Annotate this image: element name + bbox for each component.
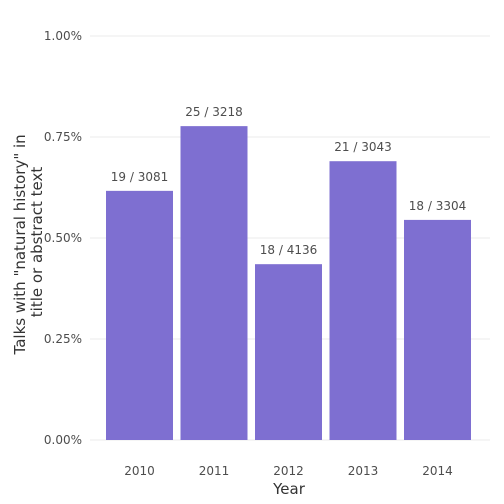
y-tick-labels: 0.00% 0.25% 0.50% 0.75% 1.00% [44,29,82,447]
y-axis-title-line-2: title or abstract text [28,167,46,318]
x-tick-label: 2011 [199,464,230,478]
bar [106,190,173,440]
y-tick-label: 1.00% [44,29,82,43]
bar-data-label: 18 / 3304 [409,199,466,213]
bar-data-label: 18 / 4136 [260,243,317,257]
x-tick-label: 2010 [124,464,155,478]
y-axis-title-line-1: Talks with "natural history" in [11,134,29,355]
y-tick-label: 0.00% [44,433,82,447]
bar [329,161,397,441]
x-tick-label: 2012 [273,464,304,478]
y-tick-label: 0.75% [44,130,82,144]
x-tick-label: 2013 [348,464,379,478]
bar [255,264,322,440]
x-tick-labels: 2010 2011 2012 2013 2014 [124,464,453,478]
bar-data-label: 21 / 3043 [334,140,391,154]
bar-data-label: 19 / 3081 [111,170,168,184]
bar-data-label: 25 / 3218 [185,105,242,119]
y-tick-label: 0.50% [44,231,82,245]
bar [404,219,471,440]
x-tick-label: 2014 [422,464,453,478]
x-axis-title: Year [272,480,306,498]
y-tick-label: 0.25% [44,332,82,346]
y-axis-title: Talks with "natural history" in title or… [11,130,46,356]
bar-labels: 19 / 3081 25 / 3218 18 / 4136 21 / 3043 18 /… [111,105,466,257]
bars [106,126,471,441]
bar [180,126,248,441]
